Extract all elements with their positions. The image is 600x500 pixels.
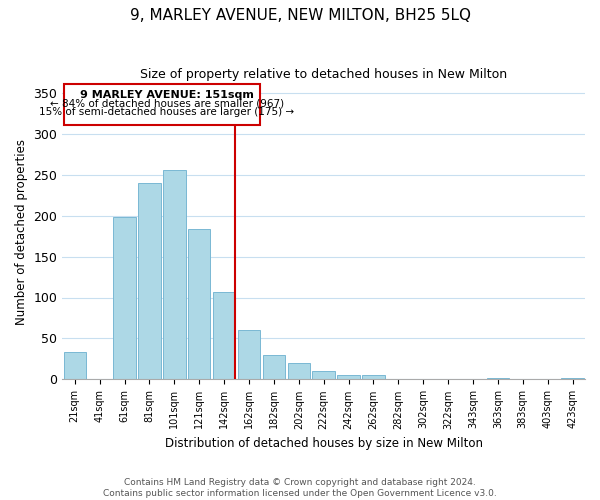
Bar [263, 355, 285, 380]
Bar [163, 170, 185, 380]
Bar [362, 376, 385, 380]
Bar [287, 363, 310, 380]
Text: ← 84% of detached houses are smaller (967): ← 84% of detached houses are smaller (96… [50, 98, 284, 108]
Bar [313, 371, 335, 380]
Text: Contains HM Land Registry data © Crown copyright and database right 2024.
Contai: Contains HM Land Registry data © Crown c… [103, 478, 497, 498]
Title: Size of property relative to detached houses in New Milton: Size of property relative to detached ho… [140, 68, 507, 80]
Bar [213, 292, 235, 380]
Text: 9 MARLEY AVENUE: 151sqm: 9 MARLEY AVENUE: 151sqm [80, 90, 254, 100]
Bar [487, 378, 509, 380]
Bar [238, 330, 260, 380]
X-axis label: Distribution of detached houses by size in New Milton: Distribution of detached houses by size … [164, 437, 482, 450]
Text: 15% of semi-detached houses are larger (175) →: 15% of semi-detached houses are larger (… [39, 106, 295, 117]
Bar [337, 376, 360, 380]
Bar [64, 352, 86, 380]
Bar [138, 183, 161, 380]
Text: 9, MARLEY AVENUE, NEW MILTON, BH25 5LQ: 9, MARLEY AVENUE, NEW MILTON, BH25 5LQ [130, 8, 470, 22]
Bar [188, 230, 211, 380]
FancyBboxPatch shape [64, 84, 260, 126]
Bar [562, 378, 584, 380]
Bar [113, 217, 136, 380]
Y-axis label: Number of detached properties: Number of detached properties [15, 139, 28, 325]
